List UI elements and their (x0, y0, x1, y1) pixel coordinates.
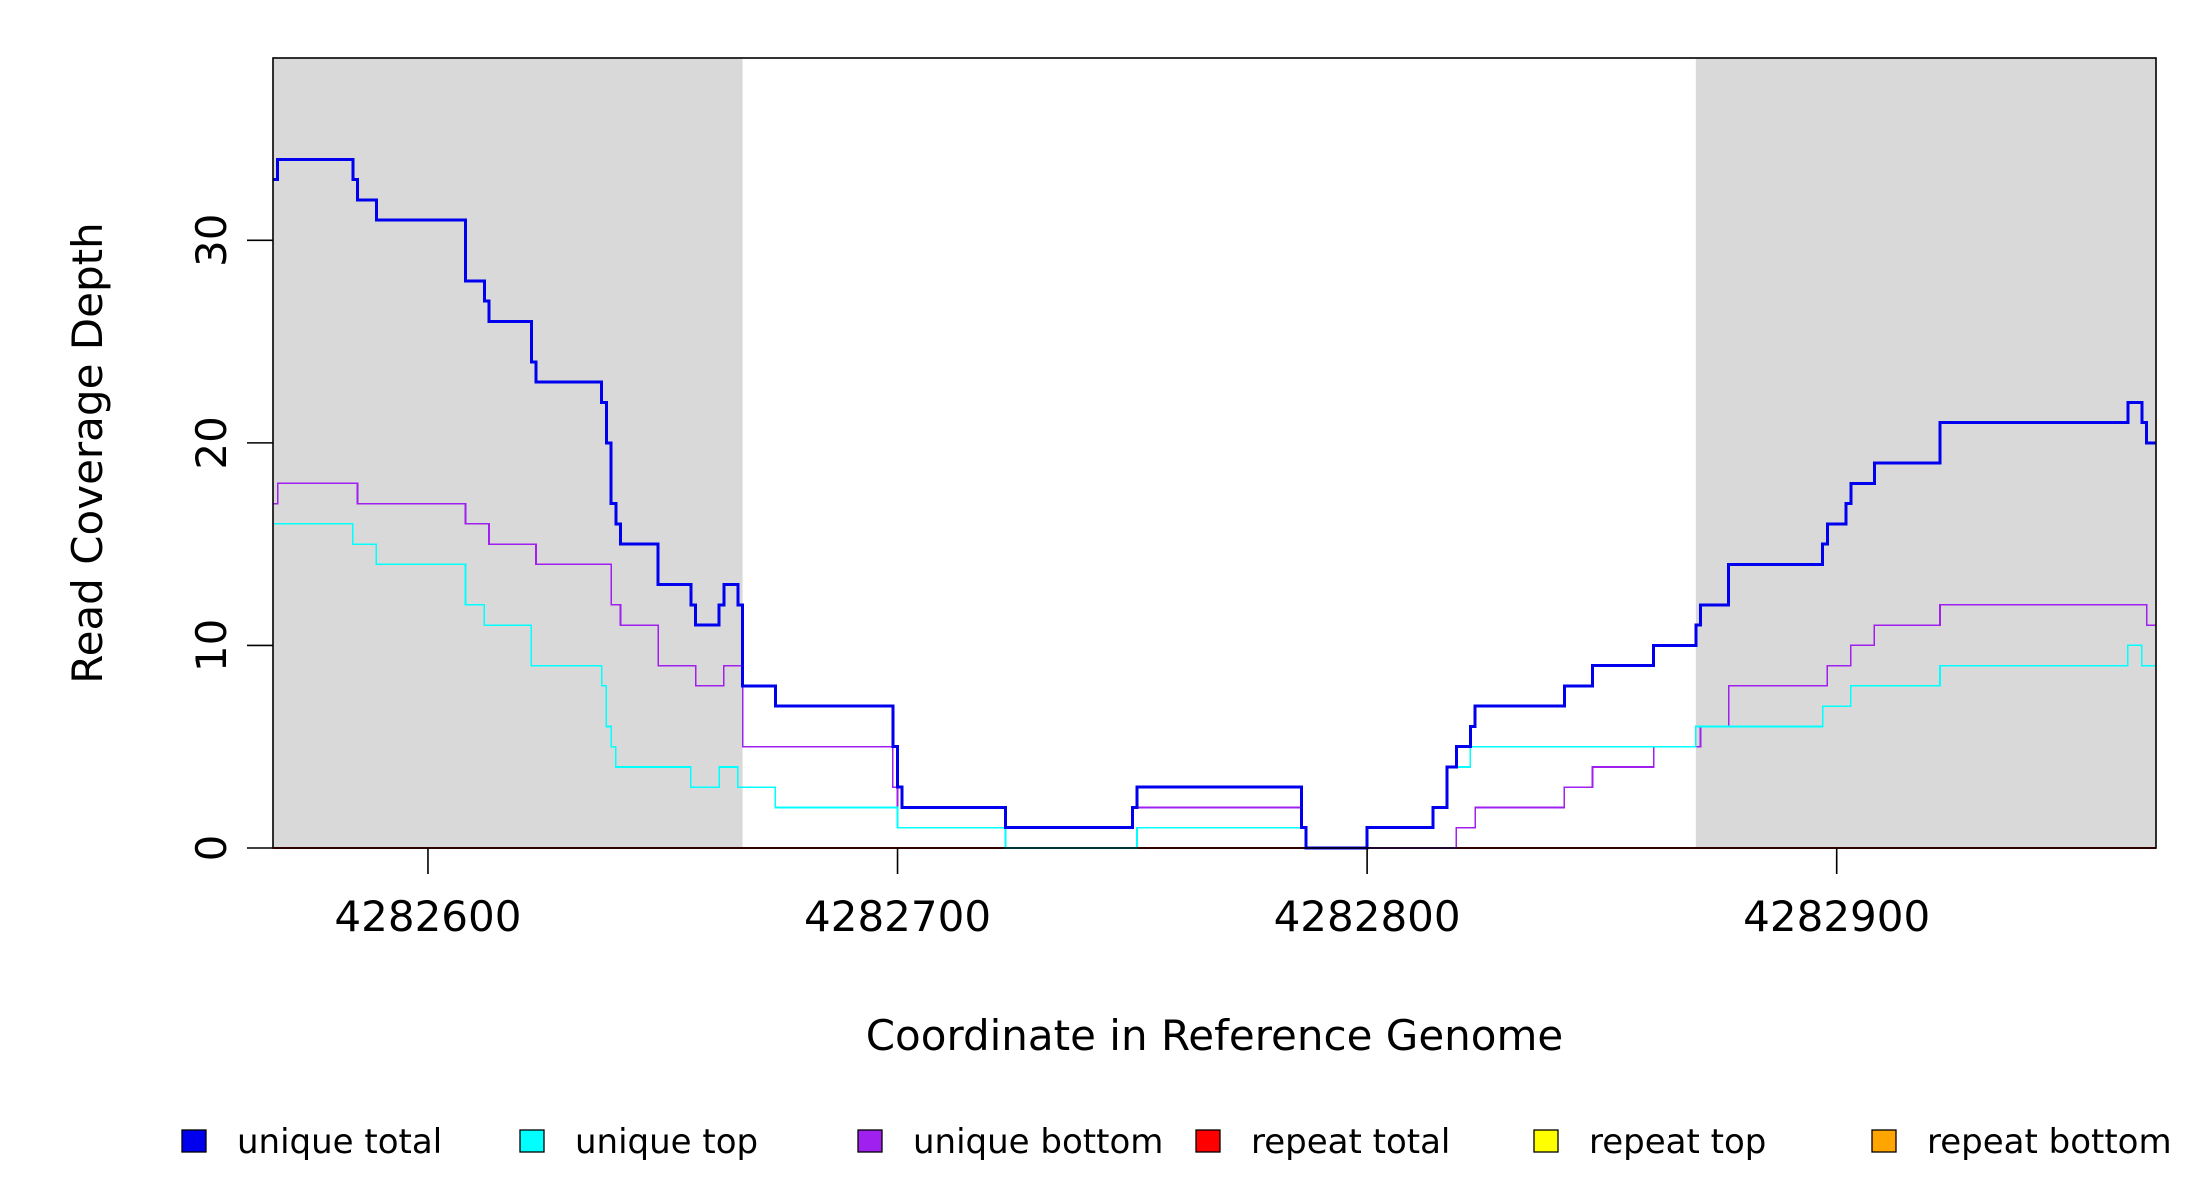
legend-item-unique-total: unique total (181, 1122, 442, 1162)
x-tick-label: 4282600 (334, 892, 521, 941)
x-tick-label: 4282800 (1274, 892, 1461, 941)
legend-item-repeat-total: repeat total (1195, 1122, 1450, 1162)
shaded-region-1 (273, 58, 743, 848)
legend-label: repeat bottom (1927, 1122, 2172, 1162)
legend: unique total unique top unique bottom repea… (181, 1122, 2172, 1162)
legend-label: repeat top (1589, 1122, 1766, 1162)
shaded-region-2 (1695, 58, 2156, 848)
legend-item-repeat-top: repeat top (1533, 1122, 1766, 1162)
series-line-unique-total (273, 157, 2156, 850)
legend-item-unique-bottom: unique bottom (857, 1122, 1163, 1162)
y-tick-label: 0 (187, 835, 236, 862)
legend-swatch (1195, 1129, 1221, 1153)
legend-swatch (857, 1129, 883, 1153)
legend-label: unique bottom (913, 1122, 1163, 1162)
legend-item-unique-top: unique top (519, 1122, 758, 1162)
plot-frame (272, 57, 2157, 849)
legend-item-repeat-bottom: repeat bottom (1871, 1122, 2172, 1162)
y-tick-label: 20 (187, 416, 236, 469)
y-tick-label: 30 (187, 214, 236, 267)
legend-swatch (1533, 1129, 1559, 1153)
legend-swatch (519, 1129, 545, 1153)
x-tick-label: 4282700 (804, 892, 991, 941)
legend-label: unique top (575, 1122, 758, 1162)
series-line-unique-top (273, 523, 2156, 849)
legend-swatch (1871, 1129, 1897, 1153)
x-tick-label: 4282900 (1743, 892, 1930, 941)
legend-label: unique total (237, 1122, 442, 1162)
y-axis: 0 10 20 30 (187, 214, 273, 862)
x-axis: 4282600 4282700 4282800 4282900 (334, 848, 1930, 941)
y-axis-label: Read Coverage Depth (63, 222, 112, 683)
legend-label: repeat total (1251, 1122, 1450, 1162)
y-tick-label: 10 (187, 619, 236, 672)
legend-swatch (181, 1129, 207, 1153)
x-axis-label: Coordinate in Reference Genome (866, 1011, 1564, 1060)
shaded-regions (273, 58, 2156, 848)
